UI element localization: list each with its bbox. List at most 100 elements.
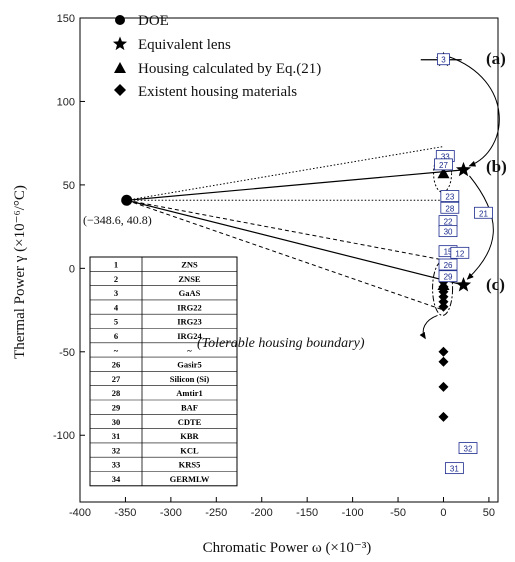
table-cell-index: 31 xyxy=(112,431,121,441)
x-tick-label: -100 xyxy=(342,507,364,519)
material-label-text: 33 xyxy=(441,153,450,162)
material-label-box xyxy=(458,442,478,454)
existent-housing-point xyxy=(438,286,449,297)
existent-housing-point xyxy=(438,301,449,312)
arrow-b-to-c xyxy=(466,175,494,280)
region-label-b: (b) xyxy=(486,157,507,176)
material-label-text: 28 xyxy=(445,204,454,213)
existent-housing-point xyxy=(438,346,449,357)
table-cell-index: 33 xyxy=(112,460,121,470)
table-cell-material: ~ xyxy=(187,345,192,355)
table-cell-material: KCL xyxy=(180,445,199,455)
table-cell-material: ZNSE xyxy=(178,274,201,284)
material-label-box xyxy=(438,258,458,271)
housing-calculated-point xyxy=(437,167,450,179)
legend-diamond-label: Existent housing materials xyxy=(138,84,297,100)
axis-ticks: -400 -350 -300 -250 -200 -150 -100 -50 0 50-100-5… xyxy=(53,13,495,519)
material-label-box xyxy=(438,270,458,283)
solid-line-b xyxy=(126,169,464,201)
table-cell-index: 28 xyxy=(112,388,121,398)
region-label-a: (a) xyxy=(486,49,506,68)
table-cell-material: IRG24 xyxy=(177,331,202,341)
equivalent-lens-point xyxy=(455,161,472,177)
projection-lines xyxy=(126,55,500,340)
y-axis-title: Thermal Power γ (×10⁻⁶/°C) xyxy=(12,185,28,359)
arrow-a-to-b xyxy=(447,55,500,167)
material-label-box xyxy=(437,53,450,66)
table-cell-index: 27 xyxy=(112,374,121,384)
legend-triangle-label: Housing calculated by Eq.(21) xyxy=(138,61,321,77)
y-tick-label: -100 xyxy=(53,430,75,442)
table-cell-index: 26 xyxy=(112,360,121,370)
table-cell-material: IRG23 xyxy=(177,317,202,327)
doe-point xyxy=(121,194,133,206)
material-label-text: 30 xyxy=(444,228,453,237)
x-tick-label: 0 xyxy=(440,507,446,519)
plot-frame xyxy=(79,17,499,503)
x-tick-label: -300 xyxy=(160,507,182,519)
x-tick-label: -50 xyxy=(390,507,406,519)
existent-housing-point xyxy=(438,356,449,367)
material-label-text: 12 xyxy=(455,249,464,258)
arrow-boundary xyxy=(419,314,438,340)
legend-star-marker xyxy=(112,36,128,51)
table-cell-material: KRS5 xyxy=(179,460,201,470)
material-label-text: 32 xyxy=(464,445,473,454)
existent-housing-point xyxy=(438,381,449,392)
table-cell-material: ZNS xyxy=(181,260,198,270)
legend-triangle-marker xyxy=(114,62,126,73)
materials-table: 1 ZNS 2 ZNSE 3 GaAS 4 IRG22 5 IRG23 6 IRG24 ~ ~26 Gasi… xyxy=(89,256,238,487)
tolerance-ellipse-b xyxy=(433,153,453,193)
table-cell-index: 3 xyxy=(114,288,118,298)
existent-housing-point xyxy=(438,291,449,302)
material-label-box xyxy=(438,225,458,238)
material-label-text: 22 xyxy=(444,218,453,227)
table-cell-index: 29 xyxy=(112,403,121,413)
y-tick-label: 0 xyxy=(69,263,75,275)
legend-star-label: Equivalent lens xyxy=(138,37,231,53)
table-cell-material: GaAS xyxy=(179,288,201,298)
material-label-text: 29 xyxy=(444,273,453,282)
material-label-text: 27 xyxy=(439,161,448,170)
x-axis-title: Chromatic Power ω (×10⁻³) xyxy=(203,540,372,556)
y-tick-label: 100 xyxy=(57,96,75,108)
material-label-text: 3 xyxy=(441,56,446,65)
table-cell-index: 2 xyxy=(114,274,118,284)
material-label-text: 31 xyxy=(450,465,459,474)
tolerance-ellipse-c xyxy=(432,260,454,316)
legend-doe-label: DOE xyxy=(138,13,169,29)
legend: DOE Equivalent lens Housing calculated b… xyxy=(112,13,321,100)
material-label-text: 23 xyxy=(445,193,454,202)
table-cell-material: CDTE xyxy=(178,417,202,427)
region-label-c: (c) xyxy=(486,275,505,294)
legend-doe-marker xyxy=(115,15,125,25)
tolerable-boundary-annotation: (Tolerable housing boundary) xyxy=(197,336,365,351)
table-cell-material: KBR xyxy=(180,431,199,441)
existent-housing-point xyxy=(438,411,449,422)
x-tick-label: -350 xyxy=(114,507,136,519)
dashed-line-upper xyxy=(126,199,444,261)
x-tick-label: -400 xyxy=(69,507,91,519)
existent-housing-point xyxy=(438,281,449,292)
data-points xyxy=(121,51,472,422)
x-tick-label: -200 xyxy=(251,507,273,519)
material-label-text: 26 xyxy=(444,261,453,270)
table-cell-index: ~ xyxy=(114,345,119,355)
table-cell-index: 5 xyxy=(114,317,118,327)
y-tick-label: 150 xyxy=(57,13,75,25)
table-cell-material: BAF xyxy=(181,403,198,413)
table-cell-material: IRG22 xyxy=(177,302,202,312)
x-tick-label: -250 xyxy=(205,507,227,519)
material-label-box xyxy=(440,190,460,202)
material-label-box xyxy=(474,206,493,219)
table-cell-index: 34 xyxy=(112,474,121,484)
table-cell-index: 32 xyxy=(112,445,121,455)
table-cell-material: Silicon (Si) xyxy=(170,374,210,384)
legend-diamond-marker xyxy=(114,84,126,96)
material-label-text: 21 xyxy=(479,209,488,218)
material-label-box xyxy=(440,201,460,214)
doe-coordinate-label: (−348.6, 40.8) xyxy=(83,213,152,227)
table-cell-index: 1 xyxy=(114,260,118,270)
